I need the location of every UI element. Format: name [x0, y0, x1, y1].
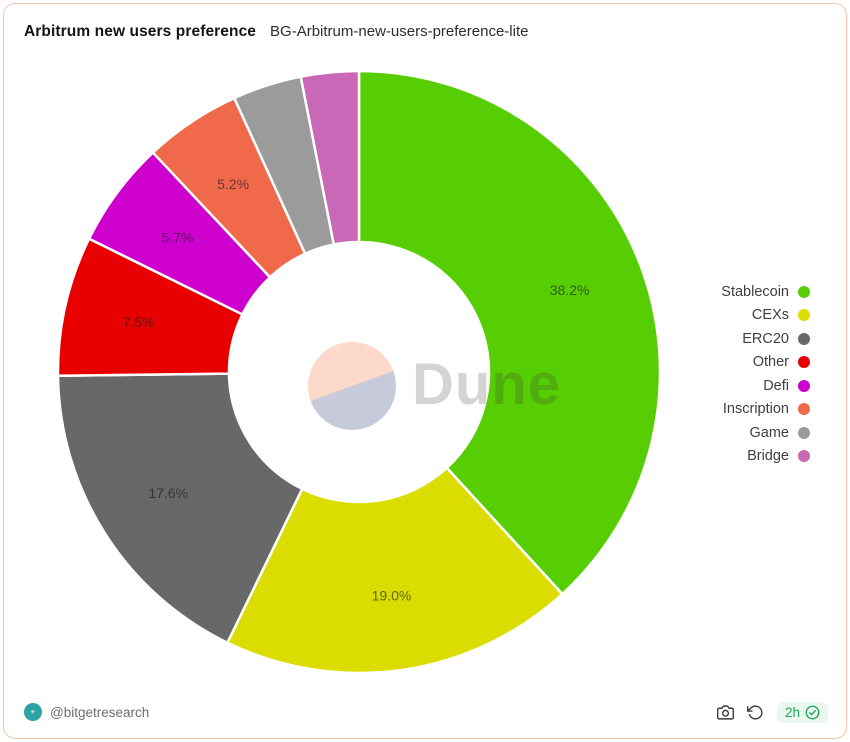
chart-card: Arbitrum new users preference BG-Arbitru… [3, 3, 847, 739]
camera-icon[interactable] [716, 704, 734, 721]
legend-label: Stablecoin [721, 283, 789, 300]
footer-bar: @bitgetresearch 2h [24, 700, 828, 724]
author-avatar-icon [24, 703, 42, 721]
legend-item-stablecoin[interactable]: Stablecoin [721, 280, 810, 304]
legend-color-dot [798, 403, 810, 416]
legend-item-game[interactable]: Game [721, 421, 810, 445]
legend-item-other[interactable]: Other [721, 351, 810, 375]
pie-slice-bridge[interactable] [299, 69, 361, 246]
refresh-age-badge[interactable]: 2h [776, 701, 828, 723]
legend-label: Other [752, 354, 789, 371]
legend-item-erc20[interactable]: ERC20 [721, 327, 810, 351]
pie-slice-cexs[interactable] [226, 466, 564, 675]
refresh-age-text: 2h [784, 704, 800, 720]
legend-item-inscription[interactable]: Inscription [721, 398, 810, 422]
legend-label: CEXs [751, 307, 789, 324]
legend-item-bridge[interactable]: Bridge [721, 445, 810, 469]
pie-slice-erc20[interactable] [56, 372, 304, 644]
query-name-link[interactable]: BG-Arbitrum-new-users-preference-lite [270, 23, 529, 40]
refresh-icon[interactable] [746, 704, 764, 721]
chart-title: Arbitrum new users preference [24, 23, 257, 40]
legend-label: Inscription [722, 401, 789, 418]
legend-color-dot [798, 285, 810, 298]
legend-label: Defi [763, 377, 789, 394]
verified-check-icon [805, 705, 820, 719]
legend: Stablecoin CEXs ERC20 Other Defi Inscription G… [721, 280, 810, 468]
author-handle: @bitgetresearch [50, 704, 150, 720]
legend-color-dot [798, 356, 810, 369]
legend-item-cexs[interactable]: CEXs [721, 304, 810, 328]
legend-color-dot [798, 309, 810, 322]
chart-header: Arbitrum new users preference BG-Arbitru… [24, 23, 826, 41]
legend-color-dot [798, 426, 810, 439]
legend-label: Game [749, 424, 790, 441]
pie-slice-stablecoin[interactable] [357, 69, 662, 596]
author-link[interactable]: @bitgetresearch [24, 703, 149, 721]
legend-color-dot [798, 332, 810, 345]
footer-actions: 2h [716, 701, 828, 723]
legend-color-dot [798, 450, 810, 463]
legend-label: ERC20 [742, 330, 789, 347]
legend-item-defi[interactable]: Defi [721, 374, 810, 398]
legend-label: Bridge [747, 448, 789, 465]
legend-color-dot [798, 379, 810, 392]
